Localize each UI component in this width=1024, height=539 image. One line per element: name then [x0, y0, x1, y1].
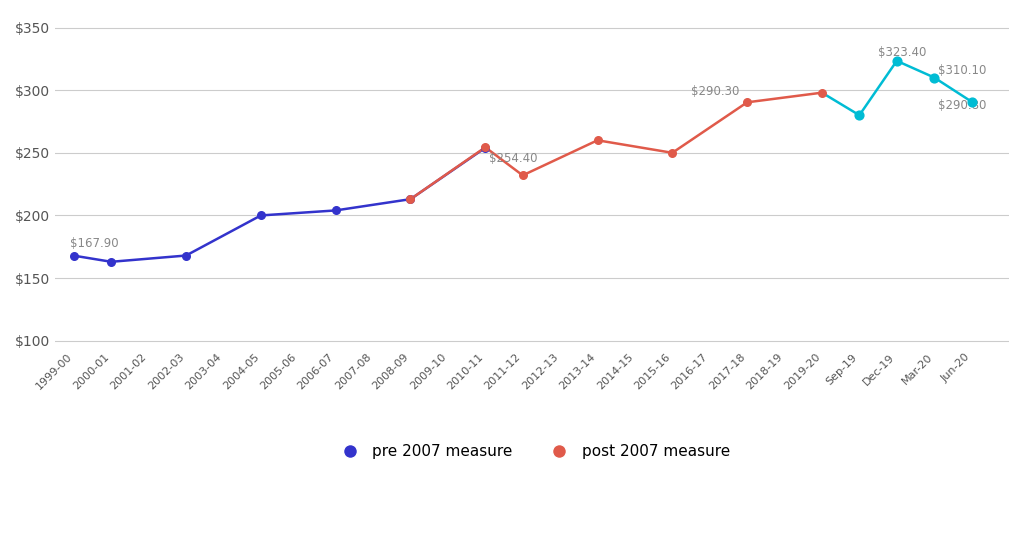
Text: $323.40: $323.40	[878, 46, 927, 59]
Point	[477, 143, 494, 152]
Point	[851, 111, 867, 120]
Legend: pre 2007 measure, post 2007 measure: pre 2007 measure, post 2007 measure	[328, 438, 736, 466]
Point	[402, 195, 419, 203]
Point	[926, 73, 942, 82]
Text: $167.90: $167.90	[70, 237, 119, 250]
Point	[402, 195, 419, 203]
Point	[66, 251, 82, 260]
Point	[964, 98, 980, 106]
Point	[328, 206, 344, 215]
Point	[103, 258, 120, 266]
Text: $290.80: $290.80	[938, 99, 986, 112]
Text: $310.10: $310.10	[938, 64, 986, 77]
Point	[665, 148, 681, 157]
Point	[814, 88, 830, 97]
Point	[889, 57, 905, 65]
Point	[590, 136, 606, 144]
Point	[477, 143, 494, 151]
Point	[514, 171, 530, 179]
Point	[739, 98, 756, 107]
Point	[253, 211, 269, 220]
Point	[178, 251, 195, 260]
Text: $290.30: $290.30	[691, 85, 739, 98]
Text: $254.40: $254.40	[489, 151, 538, 164]
